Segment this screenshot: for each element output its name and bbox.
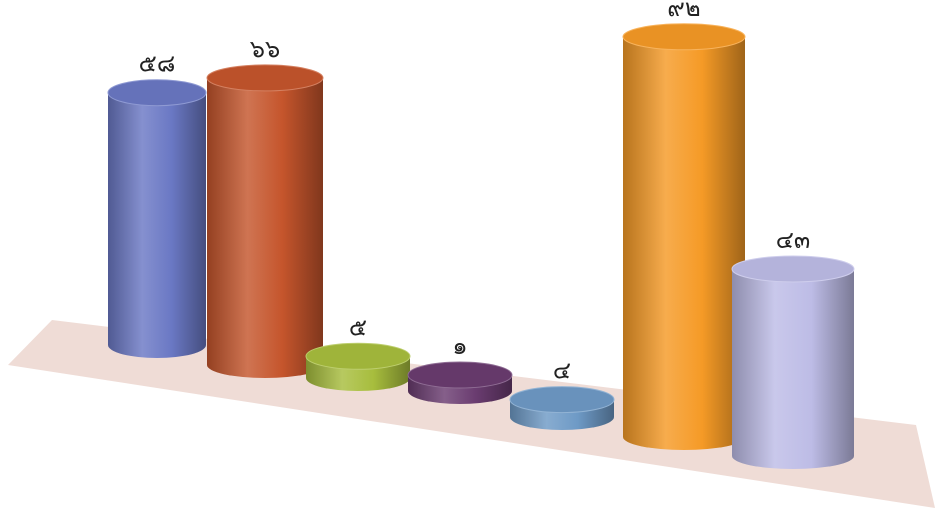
bar-body bbox=[108, 92, 206, 358]
bar-top bbox=[622, 23, 746, 51]
bar-body bbox=[207, 77, 323, 379]
bar-1 bbox=[107, 79, 207, 358]
bar-3 bbox=[305, 342, 411, 391]
bar-top bbox=[731, 255, 855, 283]
bar-7 bbox=[731, 255, 855, 469]
data-label-2: ๖๖ bbox=[250, 35, 280, 63]
data-label-4: ๑ bbox=[452, 332, 467, 360]
bar-body bbox=[623, 36, 745, 451]
bar-2 bbox=[206, 64, 324, 379]
data-label-1: ๕๘ bbox=[139, 50, 176, 78]
bar-4 bbox=[407, 361, 513, 404]
bar-body bbox=[732, 268, 854, 469]
bar-top bbox=[107, 79, 207, 107]
data-label-3: ๕ bbox=[349, 313, 367, 341]
bar-top bbox=[305, 342, 411, 370]
bar-top bbox=[206, 64, 324, 92]
data-label-6: ๙๒ bbox=[667, 0, 700, 22]
bar-5 bbox=[509, 386, 615, 430]
bar-top bbox=[509, 386, 615, 414]
bar-6 bbox=[622, 23, 746, 451]
bar-top bbox=[407, 361, 513, 389]
data-label-5: ๔ bbox=[553, 357, 571, 385]
data-label-7: ๔๓ bbox=[776, 226, 811, 254]
